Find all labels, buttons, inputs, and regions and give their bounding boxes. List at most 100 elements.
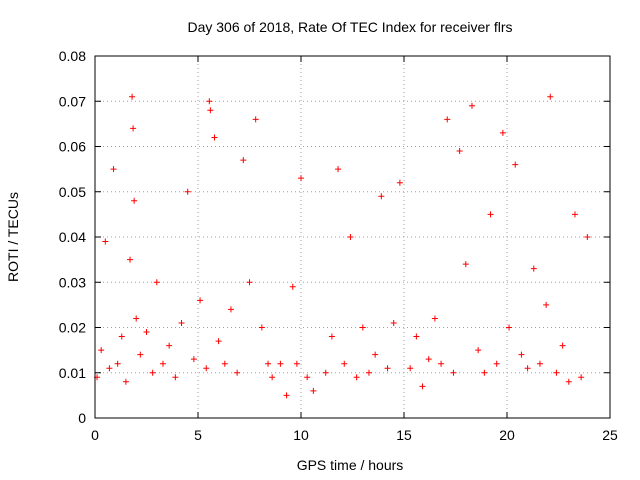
data-point — [530, 265, 537, 272]
data-point — [102, 238, 109, 245]
data-point — [493, 360, 500, 367]
data-point — [127, 256, 134, 263]
x-axis-label: GPS time / hours — [297, 457, 404, 473]
data-point — [106, 365, 113, 372]
data-point — [221, 360, 228, 367]
data-point — [289, 283, 296, 290]
y-tick-label: 0.05 — [59, 184, 86, 200]
data-point — [277, 360, 284, 367]
y-tick-label: 0.08 — [59, 48, 86, 64]
y-tick-label: 0.03 — [59, 274, 86, 290]
data-point — [293, 360, 300, 367]
data-point — [475, 347, 482, 354]
data-point — [206, 98, 213, 105]
data-point — [153, 279, 160, 286]
y-tick-label: 0.01 — [59, 365, 86, 381]
data-point — [487, 211, 494, 218]
data-point — [133, 315, 140, 322]
y-axis-label: ROTI / TECUs — [5, 192, 21, 282]
data-point — [450, 369, 457, 376]
data-point — [110, 166, 117, 173]
data-point — [559, 342, 566, 349]
data-point — [481, 369, 488, 376]
x-tick-label: 5 — [194, 427, 202, 443]
data-point — [269, 374, 276, 381]
data-points — [94, 93, 591, 399]
data-point — [246, 279, 253, 286]
data-point — [578, 374, 585, 381]
data-point — [353, 374, 360, 381]
data-point — [203, 365, 210, 372]
data-point — [240, 157, 247, 164]
data-point — [365, 369, 372, 376]
data-point — [227, 306, 234, 313]
data-point — [431, 315, 438, 322]
data-point — [197, 297, 204, 304]
data-point — [252, 116, 259, 123]
data-point — [122, 378, 129, 385]
data-point — [190, 356, 197, 363]
data-point — [444, 116, 451, 123]
data-point — [565, 378, 572, 385]
data-point — [571, 211, 578, 218]
data-point — [118, 333, 125, 340]
data-point — [407, 365, 414, 372]
data-point — [98, 347, 105, 354]
data-point — [553, 369, 560, 376]
data-point — [159, 360, 166, 367]
data-point — [384, 365, 391, 372]
data-point — [184, 188, 191, 195]
data-point — [536, 360, 543, 367]
data-point — [178, 319, 185, 326]
data-point — [543, 301, 550, 308]
y-tick-label: 0.04 — [59, 229, 86, 245]
y-tick-label: 0 — [78, 410, 86, 426]
y-tick-label: 0.07 — [59, 93, 86, 109]
data-point — [468, 102, 475, 109]
data-point — [438, 360, 445, 367]
x-tick-label: 20 — [499, 427, 515, 443]
data-point — [506, 324, 513, 331]
y-tick-label: 0.06 — [59, 139, 86, 155]
data-point — [512, 161, 519, 168]
data-point — [378, 193, 385, 200]
data-point — [425, 356, 432, 363]
data-point — [283, 392, 290, 399]
data-point — [390, 319, 397, 326]
data-point — [584, 234, 591, 240]
data-point — [234, 369, 241, 376]
data-point — [413, 333, 420, 340]
x-tick-label: 25 — [602, 427, 618, 443]
data-point — [322, 369, 329, 376]
data-point — [396, 179, 403, 186]
data-point — [258, 324, 265, 331]
data-point — [215, 338, 222, 345]
data-point — [304, 374, 311, 381]
data-point — [456, 148, 463, 155]
data-point — [335, 166, 342, 173]
data-point — [130, 125, 137, 132]
x-axis-ticks: 0 5 10 15 20 25 — [91, 56, 618, 443]
data-point — [524, 365, 531, 372]
data-point — [298, 175, 304, 182]
data-point — [166, 342, 173, 349]
data-point — [211, 134, 218, 141]
data-point — [131, 197, 138, 204]
data-point — [172, 374, 179, 381]
y-axis-ticks: 0 0.01 0.02 0.03 0.04 0.05 0.06 0.07 0.08 — [59, 48, 610, 426]
data-point — [328, 333, 335, 340]
data-point — [114, 360, 121, 367]
data-point — [207, 107, 214, 114]
data-point — [419, 383, 426, 390]
x-tick-label: 10 — [293, 427, 309, 443]
x-tick-label: 15 — [396, 427, 412, 443]
data-point — [518, 351, 525, 358]
y-tick-label: 0.02 — [59, 320, 86, 336]
data-point — [347, 234, 354, 240]
data-point — [265, 360, 272, 367]
data-point — [129, 93, 136, 100]
grid-lines — [95, 56, 610, 418]
data-point — [341, 360, 348, 367]
chart-title: Day 306 of 2018, Rate Of TEC Index for r… — [187, 19, 512, 35]
